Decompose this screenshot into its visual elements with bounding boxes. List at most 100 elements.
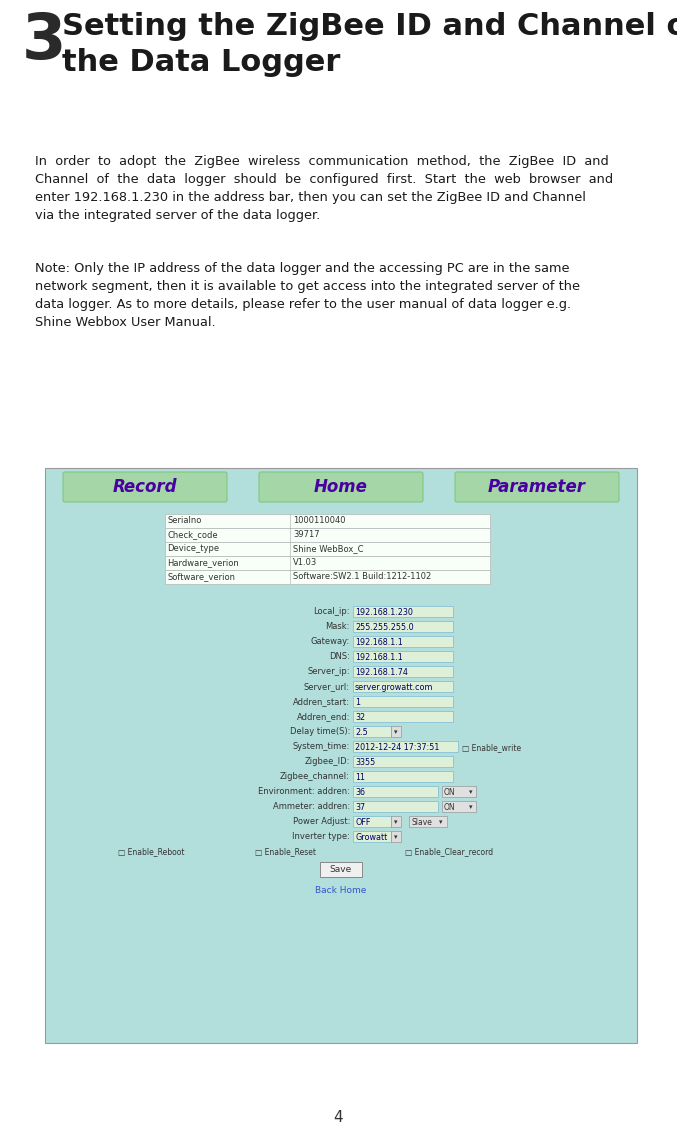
Text: Gateway:: Gateway:: [311, 637, 350, 646]
Text: OFF: OFF: [355, 818, 370, 827]
Text: ▾: ▾: [394, 729, 398, 735]
Bar: [391, 726, 401, 736]
Bar: [353, 756, 453, 767]
Text: V1.03: V1.03: [293, 557, 318, 566]
Bar: [442, 801, 476, 812]
Text: Serialno: Serialno: [167, 516, 201, 525]
Text: Check_code: Check_code: [167, 530, 217, 539]
Text: Note: Only the IP address of the data logger and the accessing PC are in the sam: Note: Only the IP address of the data lo…: [35, 262, 569, 275]
Bar: [353, 651, 453, 662]
FancyBboxPatch shape: [455, 472, 619, 502]
Text: Hardware_verion: Hardware_verion: [167, 557, 239, 566]
Text: 37: 37: [355, 803, 365, 812]
Text: Growatt: Growatt: [355, 833, 387, 842]
Text: ▾: ▾: [394, 819, 398, 825]
Text: ▾: ▾: [394, 834, 398, 840]
Text: Ammeter: addren:: Ammeter: addren:: [273, 802, 350, 811]
Bar: [165, 556, 490, 570]
Bar: [165, 542, 490, 556]
Bar: [165, 570, 490, 583]
Bar: [353, 621, 453, 632]
Text: □ Enable_Reboot: □ Enable_Reboot: [118, 847, 185, 857]
Text: enter 192.168.1.230 in the address bar, then you can set the ZigBee ID and Chann: enter 192.168.1.230 in the address bar, …: [35, 191, 586, 204]
Bar: [165, 514, 490, 528]
Text: Addren_end:: Addren_end:: [297, 712, 350, 721]
Text: Mask:: Mask:: [326, 622, 350, 631]
Text: server.growatt.com: server.growatt.com: [355, 683, 433, 692]
Text: 1000110040: 1000110040: [293, 516, 345, 525]
Text: 11: 11: [355, 773, 365, 782]
Text: ON: ON: [444, 787, 456, 796]
Bar: [409, 816, 447, 827]
Text: 192.168.1.1: 192.168.1.1: [355, 638, 403, 647]
Bar: [391, 830, 401, 842]
Bar: [45, 468, 637, 1043]
FancyBboxPatch shape: [320, 862, 362, 877]
Text: 192.168.1.230: 192.168.1.230: [355, 608, 413, 617]
Bar: [353, 681, 453, 692]
Text: Slave: Slave: [411, 818, 432, 827]
Bar: [353, 816, 391, 827]
Bar: [353, 830, 391, 842]
Text: Environment: addren:: Environment: addren:: [258, 787, 350, 796]
Text: network segment, then it is available to get access into the integrated server o: network segment, then it is available to…: [35, 280, 580, 293]
Text: □ Enable_Clear_record: □ Enable_Clear_record: [405, 847, 493, 857]
Text: Zigbee_ID:: Zigbee_ID:: [305, 757, 350, 766]
Text: Zigbee_channel:: Zigbee_channel:: [280, 772, 350, 781]
Bar: [353, 770, 453, 782]
Text: 1: 1: [355, 698, 360, 707]
Text: 255.255.255.0: 255.255.255.0: [355, 623, 414, 632]
Text: Software_verion: Software_verion: [167, 572, 235, 581]
Text: 36: 36: [355, 787, 365, 796]
Text: □ Enable_write: □ Enable_write: [462, 743, 521, 752]
Text: via the integrated server of the data logger.: via the integrated server of the data lo…: [35, 208, 320, 222]
Text: Record: Record: [113, 478, 177, 496]
Bar: [353, 786, 438, 796]
Text: Software:SW2.1 Build:1212-1102: Software:SW2.1 Build:1212-1102: [293, 572, 431, 581]
Text: ▾: ▾: [439, 819, 443, 825]
Text: Local_ip:: Local_ip:: [313, 607, 350, 616]
Text: ▾: ▾: [469, 789, 473, 795]
Text: 3: 3: [22, 10, 66, 73]
Text: 2.5: 2.5: [355, 729, 368, 736]
Text: □ Enable_Reset: □ Enable_Reset: [255, 847, 316, 857]
Text: Device_type: Device_type: [167, 544, 219, 553]
Bar: [353, 606, 453, 617]
Text: data logger. As to more details, please refer to the user manual of data logger : data logger. As to more details, please …: [35, 298, 571, 310]
Text: Addren_start:: Addren_start:: [293, 697, 350, 706]
Bar: [353, 696, 453, 707]
Bar: [353, 712, 453, 722]
FancyBboxPatch shape: [259, 472, 423, 502]
Text: DNS:: DNS:: [329, 651, 350, 661]
Bar: [442, 786, 476, 796]
Text: Power Adjust:: Power Adjust:: [292, 817, 350, 826]
Text: 4: 4: [334, 1110, 343, 1125]
Text: 3355: 3355: [355, 758, 375, 767]
Text: Delay time(S):: Delay time(S):: [290, 727, 350, 736]
Text: System_time:: System_time:: [292, 742, 350, 751]
Text: Save: Save: [330, 864, 352, 874]
Bar: [353, 801, 438, 812]
Text: In  order  to  adopt  the  ZigBee  wireless  communication  method,  the  ZigBee: In order to adopt the ZigBee wireless co…: [35, 155, 609, 168]
Bar: [353, 636, 453, 647]
Text: Parameter: Parameter: [488, 478, 586, 496]
Text: Shine WebBox_C: Shine WebBox_C: [293, 544, 364, 553]
Text: ON: ON: [444, 803, 456, 812]
Text: 32: 32: [355, 713, 365, 722]
Bar: [353, 741, 458, 752]
Text: Server_url:: Server_url:: [304, 682, 350, 691]
Text: ▾: ▾: [469, 804, 473, 810]
Text: Back Home: Back Home: [315, 886, 367, 895]
Bar: [165, 528, 490, 542]
Text: Home: Home: [314, 478, 368, 496]
Text: Shine Webbox User Manual.: Shine Webbox User Manual.: [35, 316, 216, 329]
Text: the Data Logger: the Data Logger: [62, 48, 341, 77]
FancyBboxPatch shape: [63, 472, 227, 502]
Bar: [353, 726, 391, 736]
Text: Channel  of  the  data  logger  should  be  configured  first.  Start  the  web : Channel of the data logger should be con…: [35, 173, 613, 186]
Bar: [391, 816, 401, 827]
Text: Server_ip:: Server_ip:: [307, 667, 350, 676]
Text: Setting the ZigBee ID and Channel of: Setting the ZigBee ID and Channel of: [62, 12, 677, 41]
Text: 39717: 39717: [293, 530, 320, 539]
Text: 192.168.1.1: 192.168.1.1: [355, 653, 403, 662]
